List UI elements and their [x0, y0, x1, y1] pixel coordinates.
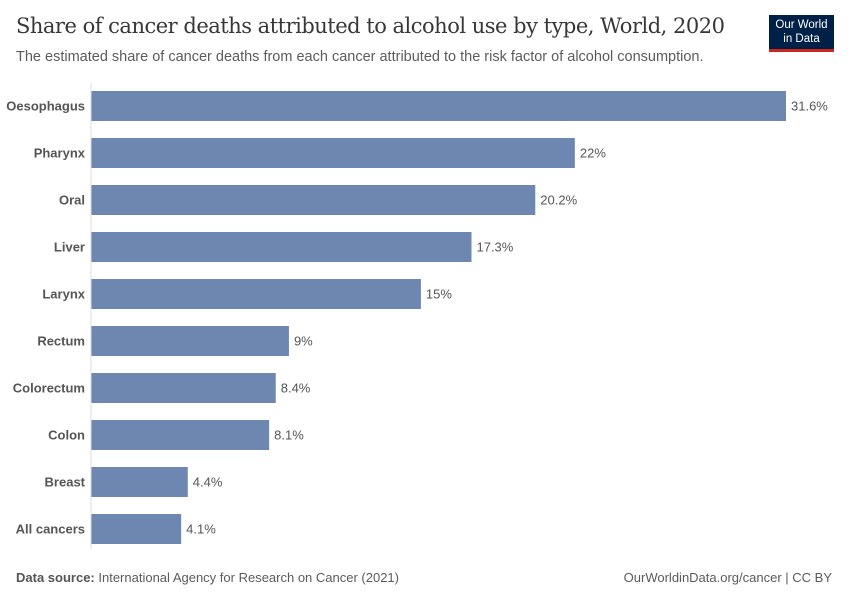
bar[interactable] — [91, 185, 536, 215]
category-label: Breast — [45, 475, 86, 490]
category-label: Liver — [54, 240, 85, 255]
data-label: 8.1% — [274, 428, 304, 443]
data-label: 15% — [426, 287, 452, 302]
category-label: All cancers — [16, 522, 85, 537]
footer-url[interactable]: OurWorldinData.org/cancer | CC BY — [623, 570, 832, 585]
category-label: Colorectum — [13, 381, 85, 396]
chart-title: Share of cancer deaths attributed to alc… — [16, 14, 725, 38]
bar[interactable] — [91, 279, 421, 309]
bar[interactable] — [91, 232, 472, 262]
data-label: 4.1% — [186, 522, 216, 537]
logo-line1: Our World — [775, 19, 828, 31]
data-label: 20.2% — [540, 193, 577, 208]
owid-logo[interactable]: Our World in Data — [769, 15, 834, 52]
data-label: 31.6% — [791, 99, 828, 114]
bar[interactable] — [91, 420, 270, 450]
data-label: 8.4% — [281, 381, 311, 396]
bar[interactable] — [91, 326, 289, 356]
category-label: Pharynx — [34, 146, 86, 161]
data-label: 22% — [580, 146, 606, 161]
bar[interactable] — [91, 138, 575, 168]
data-label: 17.3% — [476, 240, 513, 255]
category-label: Colon — [48, 428, 85, 443]
logo-line2: in Data — [783, 33, 820, 45]
bar[interactable] — [91, 91, 786, 121]
category-label: Oral — [59, 193, 85, 208]
bar[interactable] — [91, 373, 276, 403]
bar[interactable] — [91, 467, 188, 497]
category-label: Larynx — [42, 287, 85, 302]
data-label: 4.4% — [193, 475, 223, 490]
bar[interactable] — [91, 514, 182, 544]
source-text[interactable]: International Agency for Research on Can… — [98, 570, 399, 585]
data-label: 9% — [294, 334, 313, 349]
chart-subtitle: The estimated share of cancer deaths fro… — [16, 49, 704, 65]
category-label: Rectum — [37, 334, 85, 349]
data-source: Data source: International Agency for Re… — [16, 570, 399, 585]
source-label: Data source: — [16, 570, 95, 585]
category-label: Oesophagus — [6, 99, 85, 114]
